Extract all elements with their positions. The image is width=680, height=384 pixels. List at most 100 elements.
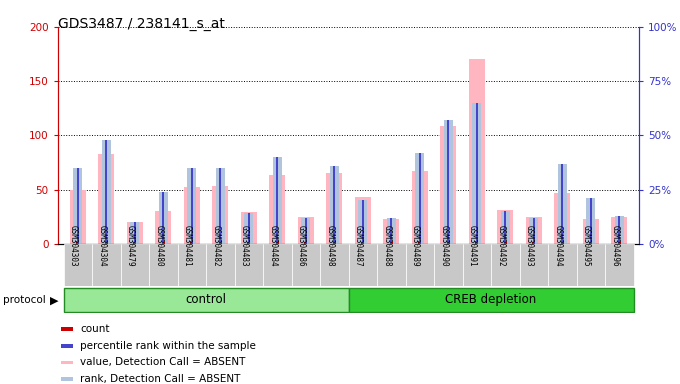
Bar [61,327,73,331]
Bar [504,242,507,244]
Text: protocol: protocol [3,295,46,305]
Bar [497,210,513,244]
Text: GDS3487 / 238141_s_at: GDS3487 / 238141_s_at [58,17,224,31]
Bar [63,244,92,286]
Bar [305,242,307,244]
Bar [419,153,421,244]
Bar [491,244,520,286]
Bar [130,222,139,244]
Bar [248,214,250,244]
Text: ▶: ▶ [50,295,58,305]
Bar [190,241,193,244]
Text: GSM304482: GSM304482 [211,225,220,267]
Bar [558,164,567,244]
Bar [134,222,135,244]
Bar [333,166,335,244]
Bar [162,242,165,244]
Bar [583,219,598,244]
Bar [349,288,634,312]
Bar [390,218,392,244]
Bar [305,218,307,244]
Text: GSM304486: GSM304486 [296,225,306,267]
Bar [184,187,200,244]
Bar [586,198,595,244]
Bar [206,244,235,286]
Bar [405,244,434,286]
Bar [618,242,621,244]
Bar [105,140,107,244]
Bar [605,244,634,286]
Bar [500,211,510,244]
Bar [618,216,620,244]
Text: GSM304488: GSM304488 [382,225,391,267]
Bar [412,171,428,244]
Bar [561,241,564,244]
Bar [220,168,221,244]
Bar [520,244,548,286]
Bar [216,168,225,244]
Text: GSM304494: GSM304494 [554,225,562,267]
Bar [330,166,339,244]
Bar [355,197,371,244]
Bar [333,241,336,244]
Bar [349,244,377,286]
Bar [191,168,192,244]
Text: GSM304303: GSM304303 [69,225,78,267]
Bar [163,192,164,244]
Text: value, Detection Call = ABSENT: value, Detection Call = ABSENT [80,358,245,367]
Bar [133,242,136,244]
Text: GSM304480: GSM304480 [154,225,163,267]
Bar [418,241,421,244]
Bar [77,168,79,244]
Bar [548,244,577,286]
Bar [61,361,73,364]
Text: GSM304496: GSM304496 [610,225,619,267]
Bar [63,288,349,312]
Bar [149,244,177,286]
Text: GSM304498: GSM304498 [325,225,335,267]
Bar [235,244,263,286]
Bar [276,241,279,244]
Bar [384,219,399,244]
Bar [241,212,256,244]
Bar [269,175,285,244]
Bar [326,173,342,244]
Bar [92,244,120,286]
Bar [102,140,111,244]
Text: GSM304493: GSM304493 [525,225,534,267]
Bar [476,103,477,244]
Bar [447,241,449,244]
Bar [362,200,364,244]
Bar [70,190,86,244]
Text: GSM304490: GSM304490 [439,225,448,267]
Bar [292,244,320,286]
Bar [443,120,453,244]
Bar [276,157,278,244]
Bar [219,241,222,244]
Bar [529,218,539,244]
Bar [273,157,282,244]
Bar [577,244,605,286]
Bar [177,244,206,286]
Bar [377,244,405,286]
Bar [76,241,79,244]
Bar [526,217,541,244]
Bar [615,216,624,244]
Text: GSM304304: GSM304304 [97,225,106,267]
Text: count: count [80,324,109,334]
Bar [301,218,310,244]
Bar [441,126,456,244]
Bar [61,377,73,381]
Text: GSM304492: GSM304492 [496,225,505,267]
Bar [532,242,535,244]
Bar [505,211,506,244]
Bar [127,222,143,244]
Bar [120,244,149,286]
Bar [447,120,449,244]
Bar [298,217,313,244]
Bar [590,198,592,244]
Bar [475,241,478,244]
Bar [99,154,114,244]
Text: rank, Detection Call = ABSENT: rank, Detection Call = ABSENT [80,374,240,384]
Bar [61,344,73,348]
